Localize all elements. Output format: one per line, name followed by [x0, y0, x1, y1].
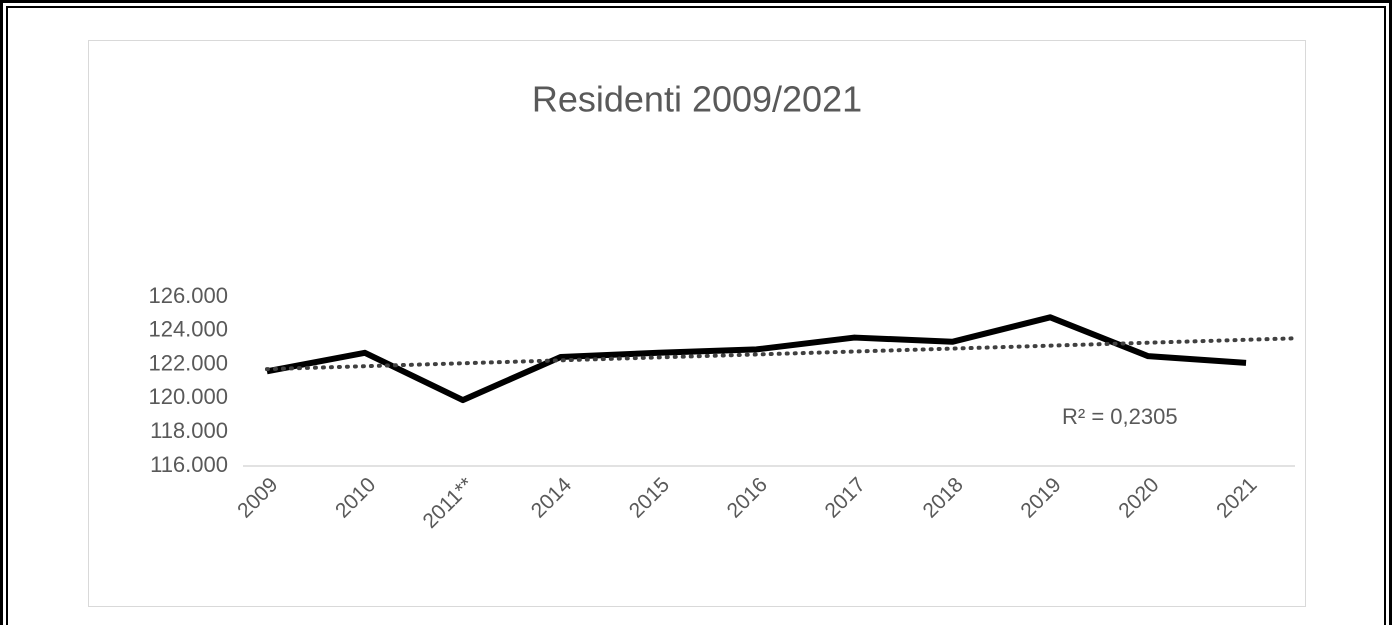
y-tick-label: 116.000: [150, 452, 228, 477]
y-tick-label: 122.000: [148, 350, 228, 375]
trendline: [264, 336, 1297, 372]
chart-area: [88, 40, 1306, 607]
y-tick-label: 126.000: [148, 283, 228, 308]
inner-frame: [6, 6, 1386, 625]
y-tick-label: 118.000: [150, 418, 228, 443]
chart-title: Residenti 2009/2021: [532, 79, 862, 120]
y-tick-label: 124.000: [148, 317, 228, 342]
y-tick-label: 120.000: [148, 384, 228, 409]
data-line: [266, 314, 1247, 404]
trendline-label: R² = 0,2305: [1062, 404, 1178, 429]
